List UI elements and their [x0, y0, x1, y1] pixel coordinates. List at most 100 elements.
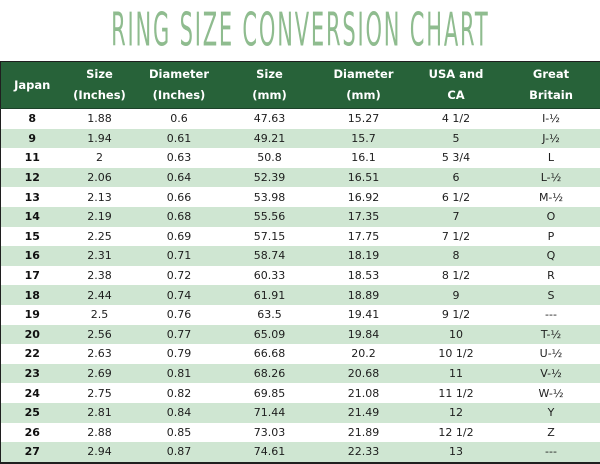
japan-size-cell: 26: [1, 423, 64, 443]
great-britain-size-cell: M-½: [502, 187, 600, 207]
size-inches-cell: 2.25: [64, 227, 136, 247]
japan-size-cell: 23: [1, 364, 64, 384]
diameter-mm-cell: 18.89: [317, 285, 411, 305]
size-mm-cell: 53.98: [223, 187, 317, 207]
size-inches-cell: 2.63: [64, 344, 136, 364]
diameter-inches-cell: 0.87: [136, 442, 223, 463]
great-britain-size-cell: Y: [502, 403, 600, 423]
page-title: RING SIZE CONVERSION CHART: [0, 0, 600, 61]
japan-size-cell: 22: [1, 344, 64, 364]
diameter-inches-cell: 0.71: [136, 246, 223, 266]
diameter-inches-cell: 0.64: [136, 168, 223, 188]
table-row: 23 2.69 0.81 68.26 20.68 11 V-½: [1, 364, 600, 384]
diameter-inches-cell: 0.84: [136, 403, 223, 423]
column-header-label: (Inches): [64, 85, 136, 106]
japan-size-cell: 16: [1, 246, 64, 266]
table-row: 17 2.38 0.72 60.33 18.53 8 1/2 R: [1, 266, 600, 286]
column-header-label: Diameter: [317, 64, 411, 85]
usa-ca-size-cell: 6 1/2: [411, 187, 502, 207]
column-header-label: (mm): [317, 85, 411, 106]
diameter-inches-cell: 0.68: [136, 207, 223, 227]
column-header-size-inches: Size (Inches): [64, 62, 136, 109]
column-header-label: (Inches): [136, 85, 223, 106]
japan-size-cell: 9: [1, 129, 64, 149]
diameter-mm-cell: 17.75: [317, 227, 411, 247]
diameter-inches-cell: 0.61: [136, 129, 223, 149]
size-inches-cell: 1.88: [64, 109, 136, 129]
usa-ca-size-cell: 12 1/2: [411, 423, 502, 443]
size-inches-cell: 2.19: [64, 207, 136, 227]
size-mm-cell: 58.74: [223, 246, 317, 266]
diameter-mm-cell: 18.19: [317, 246, 411, 266]
diameter-mm-cell: 20.2: [317, 344, 411, 364]
size-mm-cell: 60.33: [223, 266, 317, 286]
column-header-label: Size: [64, 64, 136, 85]
size-mm-cell: 47.63: [223, 109, 317, 129]
size-mm-cell: 49.21: [223, 129, 317, 149]
japan-size-cell: 15: [1, 227, 64, 247]
table-row: 14 2.19 0.68 55.56 17.35 7 O: [1, 207, 600, 227]
usa-ca-size-cell: 8 1/2: [411, 266, 502, 286]
great-britain-size-cell: ---: [502, 305, 600, 325]
size-mm-cell: 71.44: [223, 403, 317, 423]
size-mm-cell: 69.85: [223, 383, 317, 403]
size-inches-cell: 2.06: [64, 168, 136, 188]
usa-ca-size-cell: 11 1/2: [411, 383, 502, 403]
diameter-inches-cell: 0.6: [136, 109, 223, 129]
size-inches-cell: 2.69: [64, 364, 136, 384]
table-row: 12 2.06 0.64 52.39 16.51 6 L-½: [1, 168, 600, 188]
diameter-mm-cell: 16.1: [317, 148, 411, 168]
column-header-label: Japan: [1, 75, 64, 96]
usa-ca-size-cell: 6: [411, 168, 502, 188]
table-header: Japan Size (Inches) Diameter (Inches) Si…: [1, 62, 600, 109]
diameter-mm-cell: 19.84: [317, 325, 411, 345]
great-britain-size-cell: Q: [502, 246, 600, 266]
ring-size-conversion-table: Japan Size (Inches) Diameter (Inches) Si…: [0, 61, 600, 464]
size-inches-cell: 2.81: [64, 403, 136, 423]
japan-size-cell: 13: [1, 187, 64, 207]
table-header-row: Japan Size (Inches) Diameter (Inches) Si…: [1, 62, 600, 109]
size-inches-cell: 2.5: [64, 305, 136, 325]
diameter-inches-cell: 0.79: [136, 344, 223, 364]
table-row: 20 2.56 0.77 65.09 19.84 10 T-½: [1, 325, 600, 345]
table-row: 16 2.31 0.71 58.74 18.19 8 Q: [1, 246, 600, 266]
usa-ca-size-cell: 12: [411, 403, 502, 423]
japan-size-cell: 11: [1, 148, 64, 168]
japan-size-cell: 20: [1, 325, 64, 345]
japan-size-cell: 18: [1, 285, 64, 305]
size-mm-cell: 55.56: [223, 207, 317, 227]
column-header-label: USA and: [411, 64, 502, 85]
size-inches-cell: 2.13: [64, 187, 136, 207]
size-mm-cell: 65.09: [223, 325, 317, 345]
column-header-japan: Japan: [1, 62, 64, 109]
japan-size-cell: 19: [1, 305, 64, 325]
usa-ca-size-cell: 7 1/2: [411, 227, 502, 247]
size-inches-cell: 2.88: [64, 423, 136, 443]
diameter-mm-cell: 21.08: [317, 383, 411, 403]
great-britain-size-cell: W-½: [502, 383, 600, 403]
size-mm-cell: 66.68: [223, 344, 317, 364]
diameter-mm-cell: 19.41: [317, 305, 411, 325]
table-row: 25 2.81 0.84 71.44 21.49 12 Y: [1, 403, 600, 423]
great-britain-size-cell: R: [502, 266, 600, 286]
diameter-mm-cell: 21.49: [317, 403, 411, 423]
column-header-label: Size: [223, 64, 317, 85]
usa-ca-size-cell: 10: [411, 325, 502, 345]
table-row: 11 2 0.63 50.8 16.1 5 3/4 L: [1, 148, 600, 168]
table-row: 18 2.44 0.74 61.91 18.89 9 S: [1, 285, 600, 305]
table-row: 27 2.94 0.87 74.61 22.33 13 ---: [1, 442, 600, 463]
size-inches-cell: 2.56: [64, 325, 136, 345]
size-mm-cell: 63.5: [223, 305, 317, 325]
size-inches-cell: 1.94: [64, 129, 136, 149]
page-title-text: RING SIZE CONVERSION CHART: [111, 4, 489, 57]
diameter-mm-cell: 16.51: [317, 168, 411, 188]
usa-ca-size-cell: 9 1/2: [411, 305, 502, 325]
diameter-inches-cell: 0.66: [136, 187, 223, 207]
great-britain-size-cell: P: [502, 227, 600, 247]
diameter-mm-cell: 20.68: [317, 364, 411, 384]
japan-size-cell: 17: [1, 266, 64, 286]
table-row: 9 1.94 0.61 49.21 15.7 5 J-½: [1, 129, 600, 149]
size-mm-cell: 52.39: [223, 168, 317, 188]
diameter-inches-cell: 0.81: [136, 364, 223, 384]
usa-ca-size-cell: 4 1/2: [411, 109, 502, 129]
